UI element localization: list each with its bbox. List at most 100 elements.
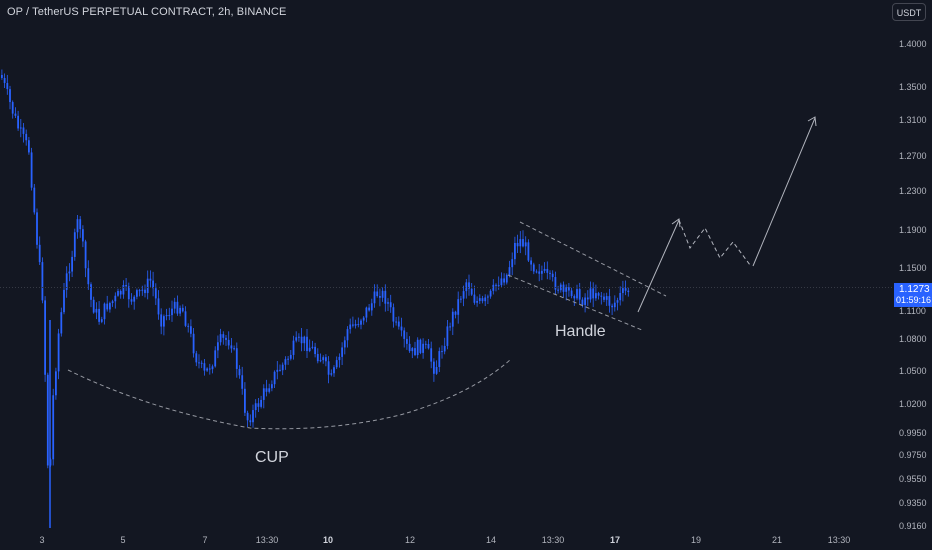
candle [260,395,262,409]
candle [225,334,227,346]
candle [397,316,400,330]
candle [613,295,616,312]
candle [449,322,451,331]
candle [63,282,65,315]
candle [557,285,559,294]
candle [154,283,157,306]
candle [146,270,149,300]
candle [73,228,76,261]
candle [414,341,416,357]
candle [387,298,389,312]
candle [249,414,252,426]
price-tick-label: 1.3500 [899,82,927,92]
price-tick-label: 0.9950 [899,428,927,438]
price-axis[interactable]: 1.4000 1.3500 1.3100 1.2700 1.2300 1.1900 1.15… [899,39,927,531]
candle [82,225,84,248]
time-tick-label: 13:30 [542,535,565,545]
candle [619,286,622,306]
current-price-value: 1.1273 [899,284,930,295]
candle [543,262,546,274]
candle [357,317,360,328]
candle [435,360,438,375]
candle [322,355,325,364]
candle [365,306,368,323]
candle [335,356,338,370]
candle [546,261,549,280]
price-tick-label: 0.9350 [899,498,927,508]
candle [268,383,271,394]
candle [427,339,430,350]
candle [100,316,103,324]
candle [281,362,284,376]
candles-group [1,69,630,528]
candle [333,365,335,377]
candle [111,299,114,307]
candle [138,288,141,297]
candle [84,239,87,278]
candle [516,234,519,254]
candle [389,294,392,313]
candle [624,280,627,296]
candle [514,236,516,265]
currency-button[interactable]: USDT [892,3,926,21]
candle [346,326,349,348]
candle [443,337,446,355]
candle [3,73,6,89]
candle [370,298,373,316]
candle [133,295,136,310]
candle [144,284,146,298]
candle [327,356,330,384]
candle [476,296,478,307]
candle [492,279,495,295]
candle [419,338,422,355]
projection-leg-2 [752,117,816,267]
candle [565,284,568,301]
candle [392,303,395,328]
projection-leg-1 [637,219,680,313]
candle [187,323,190,333]
candle [376,284,379,298]
candle [343,336,346,355]
candle [98,300,100,325]
candle [597,291,600,300]
candle [473,285,476,305]
candle [103,302,106,325]
candle [90,282,92,308]
candle [168,307,171,321]
candle [446,320,449,350]
candle [381,287,384,302]
candle [438,347,441,373]
time-tick-label: 13:30 [256,535,279,545]
candle [17,110,19,131]
candle [252,404,254,428]
time-axis[interactable]: 3 5 7 13:30 10 12 14 13:30 17 19 21 13:30 [39,535,850,545]
candle [457,291,460,324]
candle [451,308,454,336]
candle [622,280,624,302]
candle [109,301,111,313]
candle [484,294,487,307]
candle [257,398,260,413]
candle [308,339,311,353]
candle [538,263,541,282]
price-tick-label: 0.9750 [899,450,927,460]
candle [468,274,470,296]
candle [68,263,71,282]
arrow-head-2 [807,116,817,127]
candle [179,305,181,317]
candle [570,287,573,299]
cup-curve [67,359,511,430]
candle [608,288,611,313]
time-tick-label: 12 [405,535,415,545]
candle [76,215,79,239]
candle [519,231,522,254]
candle [319,353,322,363]
candle [489,289,492,299]
candle [160,308,163,335]
candle [79,216,82,238]
candle [292,335,295,360]
candle [600,291,603,305]
candle [57,328,60,380]
time-tick-label: 3 [39,535,44,545]
